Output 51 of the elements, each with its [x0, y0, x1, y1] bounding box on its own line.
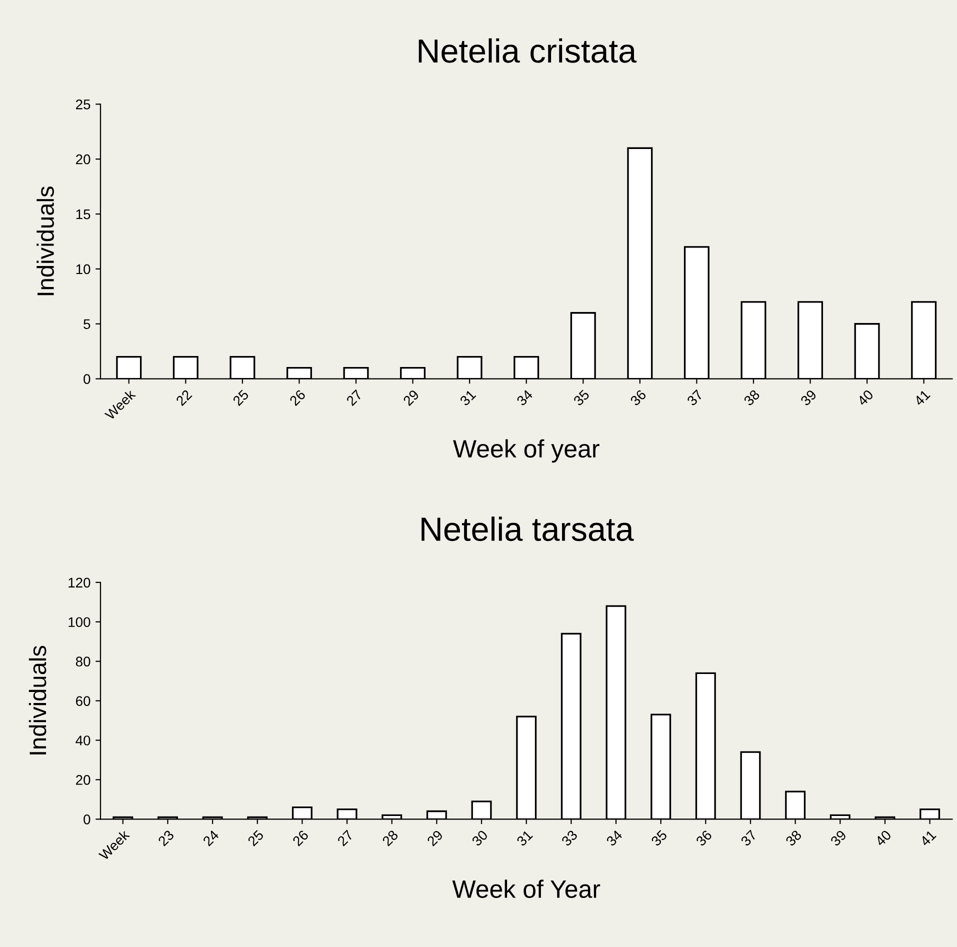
- x-tick-label: 26: [289, 389, 306, 406]
- y-axis-title: Individuals: [28, 646, 46, 754]
- x-tick-label: 30: [471, 830, 488, 847]
- x-tick-label: 27: [346, 389, 363, 406]
- y-axis-title: Individuals: [36, 186, 54, 296]
- x-tick-label: 29: [402, 389, 420, 406]
- y-tick-label: 100: [68, 617, 90, 628]
- y-tick-label: 0: [84, 374, 90, 384]
- x-tick-label: 36: [630, 389, 647, 406]
- x-tick-label: 33: [560, 830, 578, 847]
- x-tick-label: 36: [695, 830, 712, 847]
- x-tick-label: 25: [247, 830, 264, 847]
- y-tick-label: 10: [76, 264, 90, 274]
- y-tick-label: 20: [76, 775, 90, 785]
- x-tick-label: 35: [572, 389, 590, 406]
- x-tick-label: 37: [686, 389, 704, 406]
- x-tick-label: 29: [426, 830, 444, 847]
- x-tick-label: 31: [516, 830, 534, 847]
- x-tick-label: 34: [606, 829, 623, 847]
- chart-title: Netelia cristata: [418, 38, 637, 63]
- x-axis-title: Week of Year: [452, 880, 600, 898]
- x-tick-label: 31: [459, 389, 476, 406]
- x-axis-title: Week of year: [453, 439, 600, 463]
- x-tick-label: 22: [175, 389, 192, 406]
- y-tick-label: 15: [76, 210, 90, 220]
- y-tick-label: 120: [68, 578, 90, 588]
- x-tick-label: 26: [292, 830, 309, 847]
- x-tick-label: 25: [232, 389, 250, 406]
- x-tick-label: 27: [336, 830, 354, 846]
- x-tick-label: 39: [800, 389, 818, 406]
- x-tick-label: 38: [743, 389, 760, 406]
- x-tick-label: 41: [913, 389, 930, 406]
- x-tick-label: 23: [158, 830, 175, 847]
- x-tick-label: 28: [382, 830, 399, 847]
- y-tick-label: 60: [76, 696, 90, 706]
- y-tick-label: 5: [84, 319, 90, 330]
- x-tick-label: 40: [874, 830, 892, 847]
- y-tick-label: 80: [76, 656, 90, 666]
- x-tick-label: 24: [202, 829, 220, 846]
- y-tick-label: 20: [76, 154, 90, 164]
- y-tick-label: 40: [76, 736, 90, 746]
- x-tick-label: 39: [830, 830, 847, 847]
- x-tick-label: 40: [856, 389, 874, 406]
- x-tick-label: 37: [740, 830, 758, 847]
- chart-title: Netelia tarsata: [422, 516, 634, 542]
- y-tick-label: 25: [76, 100, 90, 110]
- y-tick-label: 0: [84, 814, 90, 824]
- x-tick-label: 35: [650, 830, 668, 847]
- x-tick-label: 34: [516, 389, 534, 406]
- x-tick-label: 41: [919, 830, 936, 847]
- x-tick-label: 38: [785, 830, 802, 847]
